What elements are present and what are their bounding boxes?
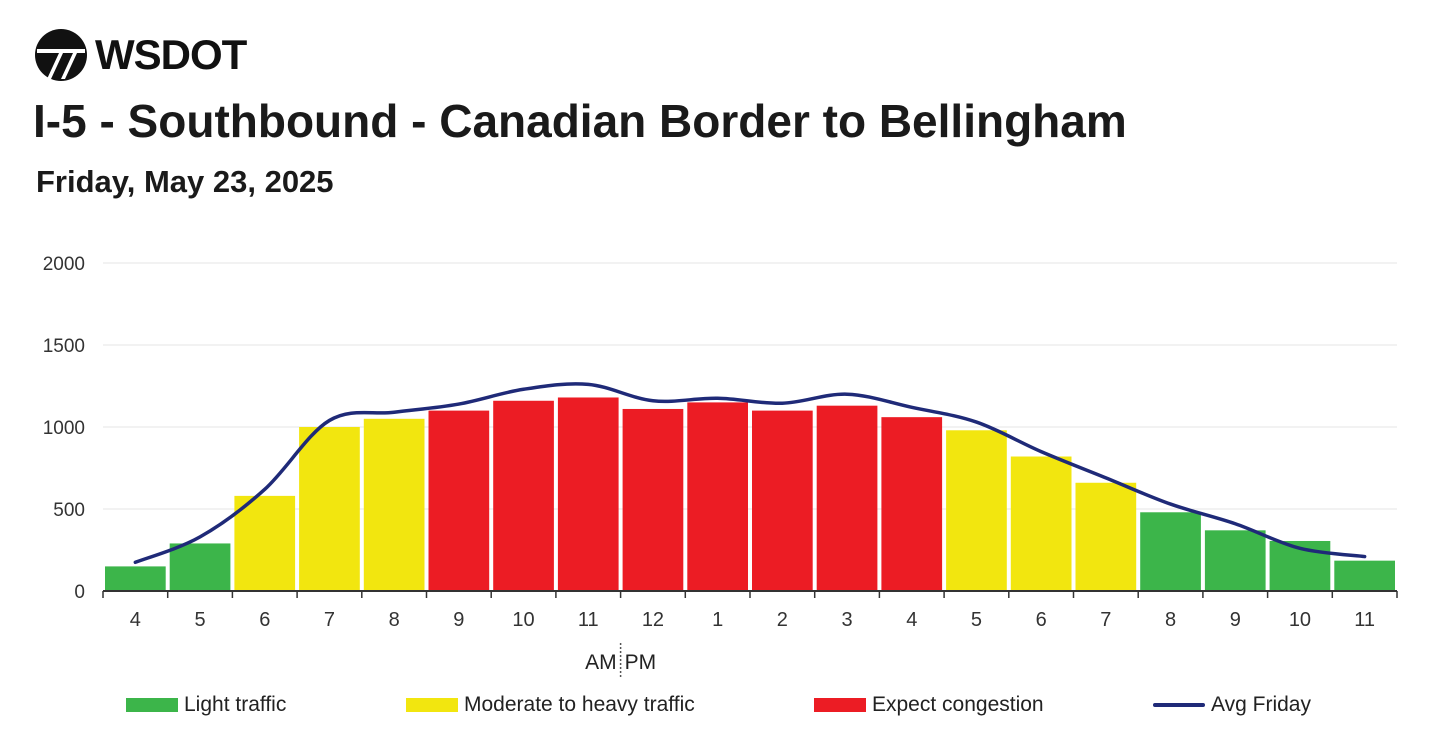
bar <box>1204 530 1266 591</box>
y-tick-label: 0 <box>74 582 85 603</box>
chart-legend: Light traffic Moderate to heavy traffic … <box>0 690 1440 720</box>
bar <box>363 418 425 591</box>
bar <box>169 543 231 591</box>
x-tick-label: 2 <box>777 609 788 631</box>
x-tick-label: 4 <box>906 609 917 631</box>
y-tick-label: 1500 <box>43 336 85 357</box>
bar <box>622 408 684 591</box>
x-tick-label: 4 <box>130 609 141 631</box>
legend-item-avg: Avg Friday <box>1153 690 1311 720</box>
legend-item-congestion: Expect congestion <box>814 690 1044 720</box>
wsdot-logo: WSDOT <box>33 27 247 83</box>
bar <box>105 566 166 591</box>
x-tick-label: 7 <box>1100 609 1111 631</box>
bar <box>557 397 619 591</box>
x-tick-label: 1 <box>712 609 723 631</box>
bar <box>946 430 1007 591</box>
wsdot-logo-icon <box>35 29 87 81</box>
bar <box>299 427 360 591</box>
logo-text: WSDOT <box>95 31 247 78</box>
y-tick-label: 500 <box>53 500 85 521</box>
legend-swatch-light <box>126 698 178 712</box>
am-label: AM <box>585 651 617 674</box>
bar <box>687 402 748 591</box>
page-subtitle: Friday, May 23, 2025 <box>36 164 334 199</box>
legend-label-avg: Avg Friday <box>1211 693 1311 716</box>
x-tick-label: 8 <box>389 609 400 631</box>
x-tick-label: 7 <box>324 609 335 631</box>
x-tick-label: 10 <box>512 609 534 631</box>
x-tick-label: 3 <box>841 609 852 631</box>
bar <box>428 410 490 591</box>
pm-label: PM <box>625 651 657 674</box>
bar <box>816 405 878 591</box>
legend-item-light: Light traffic <box>126 690 286 720</box>
legend-label-moderate: Moderate to heavy traffic <box>464 693 695 716</box>
x-tick-label: 5 <box>971 609 982 631</box>
legend-swatch-moderate <box>406 698 458 712</box>
legend-line-avg <box>1153 703 1205 707</box>
bar <box>1334 560 1395 591</box>
legend-swatch-congestion <box>814 698 866 712</box>
legend-label-congestion: Expect congestion <box>872 693 1044 716</box>
x-tick-label: 9 <box>453 609 464 631</box>
legend-item-moderate: Moderate to heavy traffic <box>406 690 695 720</box>
x-tick-label: 8 <box>1165 609 1176 631</box>
bar <box>881 417 943 591</box>
bar <box>1140 512 1201 591</box>
x-tick-label: 6 <box>259 609 270 631</box>
x-tick-label: 10 <box>1289 609 1311 631</box>
avg-friday-line <box>133 382 1367 565</box>
x-tick-label: 5 <box>194 609 205 631</box>
x-tick-label: 12 <box>642 609 664 631</box>
y-tick-label: 1000 <box>43 418 85 439</box>
bar <box>1075 482 1137 591</box>
x-tick-label: 9 <box>1230 609 1241 631</box>
legend-label-light: Light traffic <box>184 693 287 716</box>
bar <box>1010 456 1072 591</box>
bar <box>493 400 554 591</box>
page-title: I-5 - Southbound - Canadian Border to Be… <box>33 95 1127 147</box>
x-tick-label: 11 <box>578 609 599 631</box>
x-tick-label: 6 <box>1036 609 1047 631</box>
bar <box>752 410 813 591</box>
x-tick-label: 11 <box>1354 609 1375 631</box>
y-tick-label: 2000 <box>43 254 85 275</box>
bar <box>234 495 296 591</box>
